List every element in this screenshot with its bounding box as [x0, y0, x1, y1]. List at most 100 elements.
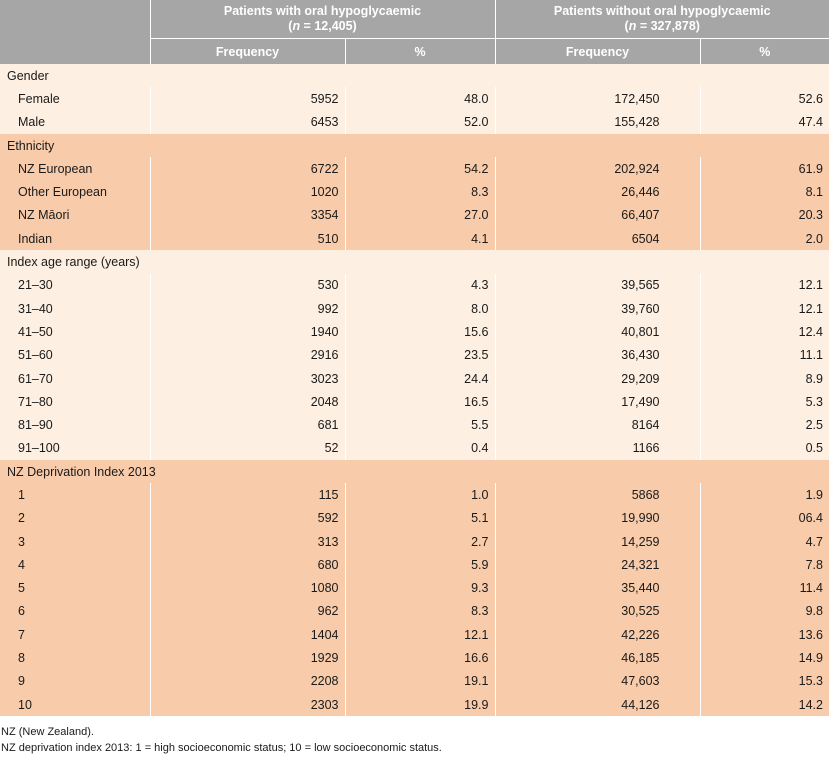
cell-frequency-with: 962 [150, 599, 346, 624]
note-deprivation-index: NZ deprivation index 2013: 1 = high soci… [1, 742, 442, 755]
cell-frequency-with: 2303 [150, 693, 346, 717]
cell-frequency-with: 52 [150, 436, 346, 461]
cell-percent-with: 8.0 [345, 296, 496, 321]
col-header-percent-1: % [345, 38, 496, 64]
cell-frequency-with: 681 [150, 413, 346, 437]
row-label: 31–40 [0, 296, 151, 321]
group1-open-paren: ( [288, 19, 293, 33]
table-row: 3 313 2.7 14,259 4.7 [0, 529, 829, 554]
cell-frequency-with: 1940 [150, 320, 346, 344]
cell-frequency-without: 44,126 [495, 693, 701, 717]
cell-frequency-with: 2208 [150, 669, 346, 694]
cell-percent-without: 1.9 [700, 483, 829, 507]
cell-percent-with: 9.3 [345, 576, 496, 600]
cell-percent-with: 27.0 [345, 203, 496, 228]
cell-percent-with: 15.6 [345, 320, 496, 344]
cell-frequency-without: 14,259 [495, 529, 701, 554]
col-header-frequency-1: Frequency [150, 38, 346, 64]
cell-percent-without: 14.9 [700, 646, 829, 670]
table-row: 91–100 52 0.4 1166 0.5 [0, 436, 829, 461]
cell-frequency-with: 5952 [150, 87, 346, 111]
row-label: Indian [0, 227, 151, 251]
group1-n-val: = 12,405) [300, 19, 357, 33]
table-row: NZ European 6722 54.2 202,924 61.9 [0, 157, 829, 181]
row-label: 10 [0, 693, 151, 717]
cell-frequency-without: 36,430 [495, 343, 701, 367]
group1-n-var: n [292, 19, 301, 33]
cell-frequency-with: 2048 [150, 390, 346, 414]
cell-frequency-without: 39,565 [495, 273, 701, 297]
cell-percent-with: 48.0 [345, 87, 496, 111]
table-row: Indian 510 4.1 6504 2.0 [0, 227, 829, 251]
cell-percent-without: 11.4 [700, 576, 829, 600]
cell-percent-with: 5.5 [345, 413, 496, 437]
row-label: 1 [0, 483, 151, 507]
cell-frequency-without: 6504 [495, 227, 701, 251]
cell-percent-without: 61.9 [700, 157, 829, 181]
table-row: 9 2208 19.1 47,603 15.3 [0, 669, 829, 694]
cell-frequency-with: 3354 [150, 203, 346, 228]
cell-frequency-without: 39,760 [495, 296, 701, 321]
row-label: 91–100 [0, 436, 151, 461]
cell-frequency-without: 66,407 [495, 203, 701, 228]
table-row: 7 1404 12.1 42,226 13.6 [0, 623, 829, 647]
demographics-table: Patients with oral hypoglycaemic (n = 12… [0, 0, 829, 717]
cell-percent-without: 0.5 [700, 436, 829, 461]
cell-percent-without: 4.7 [700, 529, 829, 554]
cell-percent-without: 8.1 [700, 180, 829, 204]
table-body: Gender Female 5952 48.0 172,450 52.6 Male 6453 5… [0, 64, 829, 717]
cell-percent-with: 23.5 [345, 343, 496, 367]
header-corner [0, 0, 151, 64]
cell-frequency-without: 17,490 [495, 390, 701, 414]
table-row: 61–70 3023 24.4 29,209 8.9 [0, 366, 829, 391]
cell-frequency-with: 3023 [150, 366, 346, 391]
row-label: NZ European [0, 157, 151, 181]
section-title: Gender [0, 64, 829, 88]
group2-open-paren: ( [624, 19, 629, 33]
cell-percent-without: 5.3 [700, 390, 829, 414]
cell-percent-without: 12.4 [700, 320, 829, 344]
table-row: Male 6453 52.0 155,428 47.4 [0, 110, 829, 134]
cell-percent-without: 9.8 [700, 599, 829, 624]
cell-frequency-with: 1404 [150, 623, 346, 647]
cell-frequency-with: 992 [150, 296, 346, 321]
cell-percent-with: 5.9 [345, 553, 496, 577]
row-label: 71–80 [0, 390, 151, 414]
cell-percent-with: 8.3 [345, 599, 496, 624]
cell-percent-with: 8.3 [345, 180, 496, 204]
cell-percent-with: 54.2 [345, 157, 496, 181]
section-header-row: NZ Deprivation Index 2013 [0, 460, 829, 484]
cell-percent-with: 52.0 [345, 110, 496, 134]
cell-frequency-without: 30,525 [495, 599, 701, 624]
cell-frequency-without: 29,209 [495, 366, 701, 391]
table-row: 2 592 5.1 19,990 06.4 [0, 506, 829, 530]
row-label: 41–50 [0, 320, 151, 344]
cell-percent-without: 12.1 [700, 273, 829, 297]
cell-frequency-with: 510 [150, 227, 346, 251]
cell-percent-without: 47.4 [700, 110, 829, 134]
section-title: Ethnicity [0, 133, 829, 158]
section-header-row: Gender [0, 64, 829, 88]
cell-percent-without: 20.3 [700, 203, 829, 228]
table-row: 4 680 5.9 24,321 7.8 [0, 553, 829, 577]
table-row: 5 1080 9.3 35,440 11.4 [0, 576, 829, 600]
cell-percent-without: 06.4 [700, 506, 829, 530]
row-label: Other European [0, 180, 151, 204]
header-group-with-oral: Patients with oral hypoglycaemic (n = 12… [150, 0, 496, 39]
row-label: 61–70 [0, 366, 151, 391]
cell-frequency-without: 202,924 [495, 157, 701, 181]
section-header-row: Ethnicity [0, 133, 829, 158]
cell-percent-with: 19.9 [345, 693, 496, 717]
table-row: Other European 1020 8.3 26,446 8.1 [0, 180, 829, 204]
cell-frequency-with: 1929 [150, 646, 346, 670]
cell-percent-with: 16.5 [345, 390, 496, 414]
row-label: Female [0, 87, 151, 111]
cell-percent-with: 5.1 [345, 506, 496, 530]
table-row: 21–30 530 4.3 39,565 12.1 [0, 273, 829, 297]
row-label: 7 [0, 623, 151, 647]
cell-percent-with: 1.0 [345, 483, 496, 507]
cell-percent-without: 2.0 [700, 227, 829, 251]
section-title: Index age range (years) [0, 250, 829, 274]
cell-frequency-without: 35,440 [495, 576, 701, 600]
table-row: NZ Māori 3354 27.0 66,407 20.3 [0, 203, 829, 228]
